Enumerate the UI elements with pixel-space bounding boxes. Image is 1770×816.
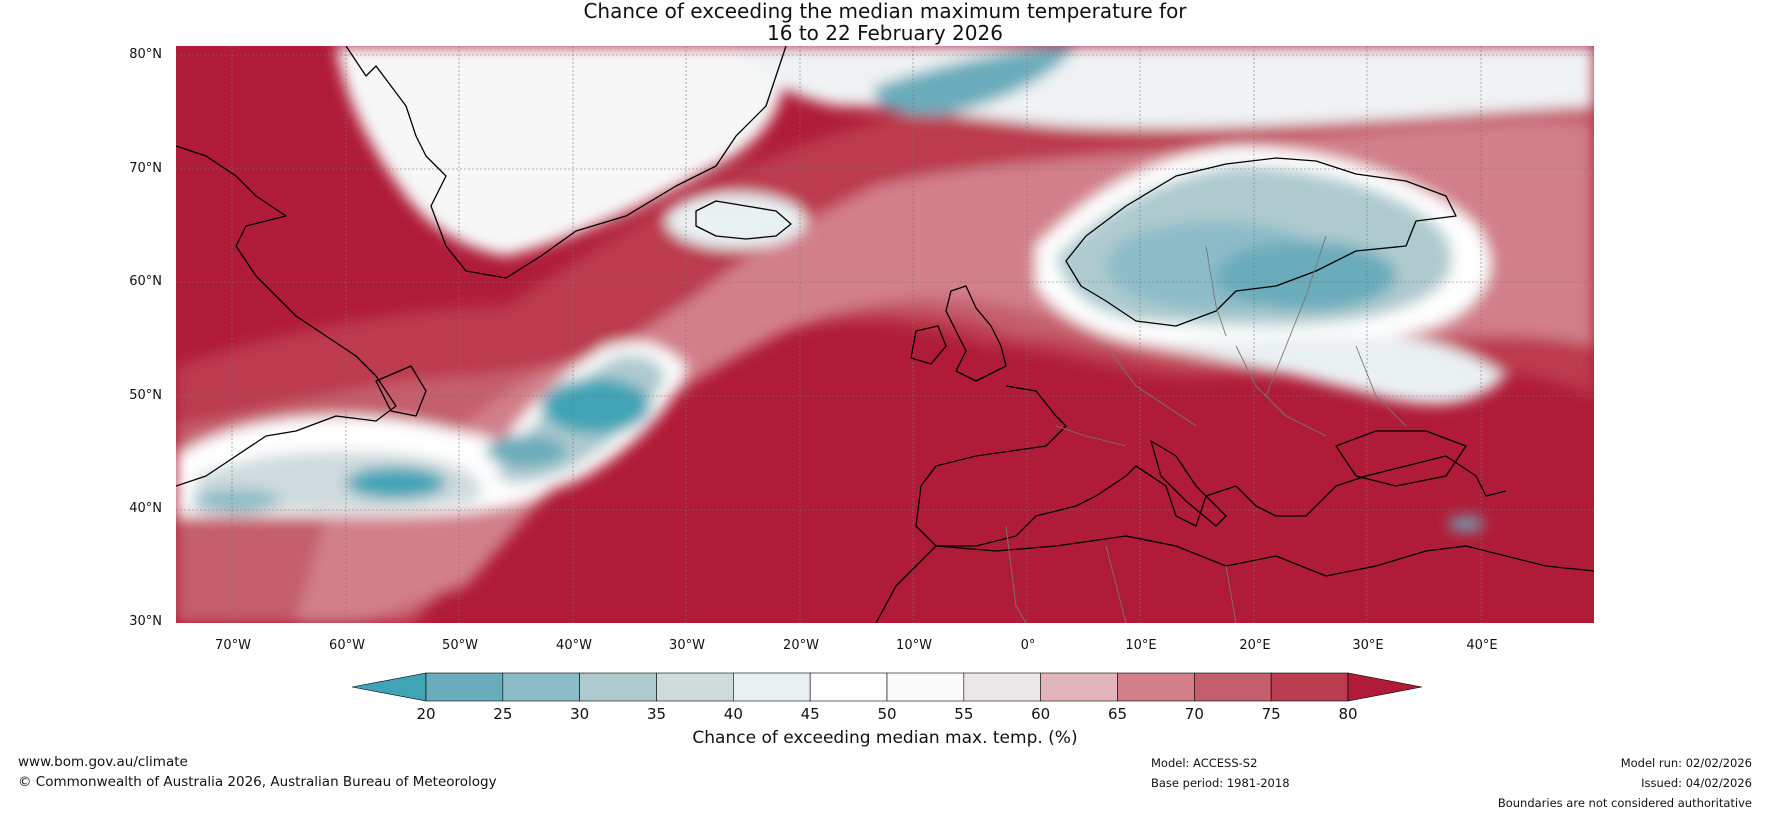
colorbar-segment (1040, 672, 1118, 702)
colorbar-tick-label: 70 (1184, 705, 1204, 723)
coastline-greenland (345, 46, 787, 279)
lat-label-70n: 70°N (129, 161, 162, 176)
lon-label-20e: 20°E (1239, 638, 1271, 653)
footer-model-run: Model run: 02/02/2026 (1620, 756, 1752, 770)
country-borders (1005, 235, 1407, 623)
colorbar-extend-low (352, 672, 427, 702)
colorbar-segment (1194, 672, 1272, 702)
footer-issued: Issued: 04/02/2026 (1641, 776, 1752, 790)
coastline-iceland (695, 200, 792, 240)
footer-copyright: © Commonwealth of Australia 2026, Austra… (18, 774, 497, 790)
colorbar-segment (733, 672, 811, 702)
colorbar-tick-label: 75 (1261, 705, 1281, 723)
colorbar (352, 672, 1422, 702)
footer-disclaimer: Boundaries are not considered authoritat… (1497, 796, 1752, 810)
coastlines (176, 46, 1594, 623)
colorbar-segment (886, 672, 965, 702)
colorbar-segment (425, 672, 504, 702)
colorbar-segment (1270, 672, 1349, 702)
footer-model: Model: ACCESS-S2 (1151, 756, 1258, 770)
colorbar-segment (963, 672, 1041, 702)
forecast-map-svg (176, 46, 1594, 623)
coastline-labrador (176, 145, 397, 487)
colorbar-tick-label: 45 (800, 705, 820, 723)
map-title-line1: Chance of exceeding the median maximum t… (583, 0, 1187, 23)
footer-website: www.bom.gov.au/climate (18, 754, 188, 770)
colorbar-segment (809, 672, 888, 702)
colorbar-extend-high (1347, 672, 1422, 702)
coastline-ireland (910, 325, 947, 365)
lat-label-80n: 80°N (129, 47, 162, 62)
colorbar-tick-label: 50 (877, 705, 897, 723)
coastline-north-africa (875, 535, 1594, 623)
lat-label-60n: 60°N (129, 274, 162, 289)
lon-label-0: 0° (1020, 638, 1036, 653)
colorbar-tick-label: 55 (954, 705, 974, 723)
lon-label-20w: 20°W (783, 638, 819, 653)
colorbar-tick-label: 20 (416, 705, 436, 723)
lon-label-10w: 10°W (896, 638, 932, 653)
coastline-newfoundland (375, 365, 427, 417)
lon-label-30w: 30°W (669, 638, 705, 653)
lon-label-50w: 50°W (442, 638, 478, 653)
probability-field (176, 46, 1594, 623)
colorbar-label: Chance of exceeding median max. temp. (%… (692, 728, 1078, 748)
lon-label-40w: 40°W (556, 638, 592, 653)
colorbar-tick-label: 35 (646, 705, 667, 723)
lon-label-40e: 40°E (1466, 638, 1498, 653)
colorbar-tick-label: 25 (493, 705, 513, 723)
coastline-black-sea (1335, 430, 1467, 487)
coastline-scandinavia (1065, 157, 1457, 327)
lat-label-50n: 50°N (129, 388, 162, 403)
colorbar-segment (1117, 672, 1195, 702)
forecast-map (176, 46, 1594, 623)
lon-label-10e: 10°E (1125, 638, 1157, 653)
lat-label-40n: 40°N (129, 501, 162, 516)
coastline-italy (1150, 440, 1227, 527)
colorbar-tick-label: 65 (1107, 705, 1128, 723)
lon-label-60w: 60°W (329, 638, 365, 653)
footer-base-period: Base period: 1981-2018 (1151, 776, 1290, 790)
coastline-great-britain (945, 285, 1007, 382)
colorbar-tick-label: 60 (1031, 705, 1051, 723)
graticule (176, 46, 1594, 623)
colorbar-tick-label: 30 (570, 705, 590, 723)
lon-label-70w: 70°W (215, 638, 251, 653)
lon-label-30e: 30°E (1352, 638, 1384, 653)
colorbar-segment (656, 672, 734, 702)
lat-label-30n: 30°N (129, 614, 162, 629)
colorbar-tick-label: 40 (723, 705, 743, 723)
colorbar-segment (502, 672, 580, 702)
colorbar-tick-label: 80 (1338, 705, 1358, 723)
map-title-line2: 16 to 22 February 2026 (767, 21, 1003, 45)
colorbar-segment (579, 672, 657, 702)
